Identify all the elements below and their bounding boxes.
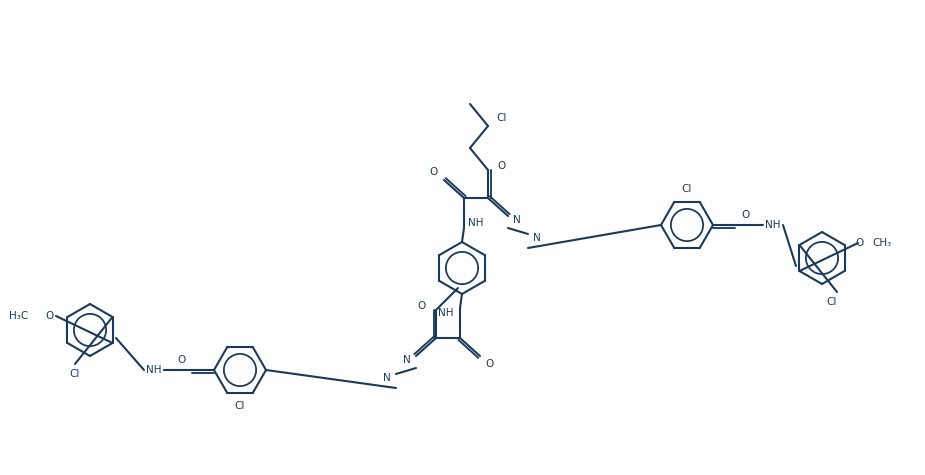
Text: Cl: Cl [827,297,837,307]
Text: CH₃: CH₃ [872,238,892,248]
Text: O: O [46,311,55,321]
Text: NH: NH [438,308,454,318]
Text: Cl: Cl [235,401,245,411]
Text: N: N [403,355,411,365]
Text: O: O [178,355,186,365]
Text: NH: NH [468,218,484,228]
Text: NH: NH [146,365,162,375]
Text: Cl: Cl [69,369,80,379]
Text: N: N [513,215,521,225]
Text: H₃C: H₃C [8,311,28,321]
Text: N: N [383,373,391,383]
Text: N: N [533,233,541,243]
Text: O: O [856,238,864,248]
Text: O: O [741,210,749,220]
Text: NH: NH [765,220,781,230]
Text: Cl: Cl [682,184,692,194]
Text: O: O [418,301,426,311]
Text: O: O [498,161,506,171]
Text: O: O [486,359,494,369]
Text: Cl: Cl [497,113,507,123]
Text: O: O [430,167,438,177]
